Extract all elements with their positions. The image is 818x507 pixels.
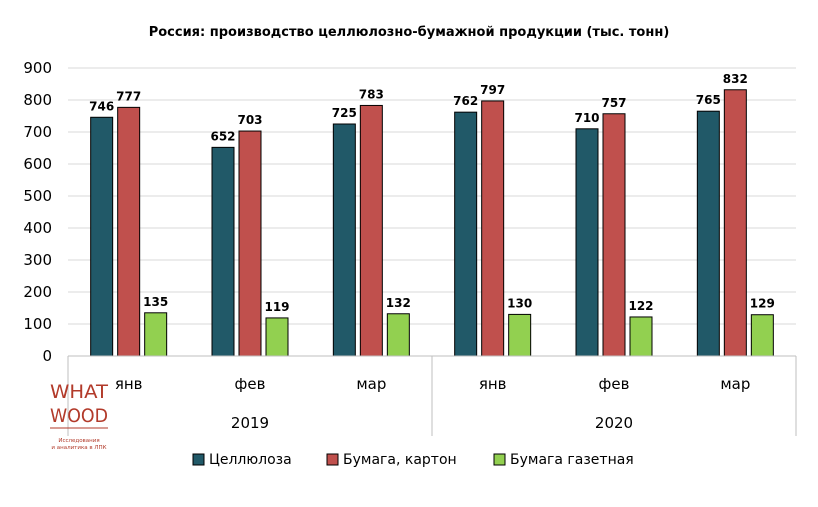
data-label: 757 (601, 96, 626, 110)
x-tick-label: мар (356, 375, 386, 393)
y-tick-label: 300 (23, 251, 52, 269)
data-label: 777 (116, 89, 141, 103)
y-tick-label: 700 (23, 123, 52, 141)
x-tick-label: фев (235, 375, 266, 393)
bar (602, 113, 626, 357)
legend-label: Бумага, картон (343, 452, 457, 468)
bar (750, 314, 774, 357)
legend-swatch (493, 453, 506, 466)
bar (211, 146, 235, 357)
data-label: 746 (89, 99, 114, 113)
x-group-label: 2020 (595, 414, 633, 432)
data-label: 710 (574, 111, 599, 125)
data-label: 130 (507, 296, 532, 310)
bars (90, 89, 774, 357)
data-labels: 746 652 725 762 710 765 777 703 783 797 757 832 135 1… (89, 72, 775, 314)
x-axis: янв фев мар янв фев мар 2019 2020 (67, 355, 797, 436)
data-label: 129 (750, 297, 775, 311)
data-label: 765 (696, 93, 721, 107)
data-label: 135 (143, 295, 168, 309)
data-label: 783 (359, 87, 384, 101)
bar (144, 312, 168, 357)
data-label: 797 (480, 83, 505, 97)
legend-swatch (192, 453, 205, 466)
x-group-label: 2019 (231, 414, 269, 432)
logo-caption-1: Исследования (58, 438, 99, 444)
data-label: 122 (628, 299, 653, 313)
legend-label: Целлюлоза (209, 452, 292, 468)
y-tick-label: 900 (23, 59, 52, 77)
data-label: 119 (264, 300, 289, 314)
logo-caption-2: и аналитика в ЛПК (51, 445, 106, 451)
y-tick-label: 200 (23, 283, 52, 301)
data-label: 725 (332, 106, 357, 120)
data-label: 703 (237, 113, 262, 127)
logo-line-2: WOOD (50, 405, 108, 427)
chart-title: Россия: производство целлюлозно-бумажной… (149, 25, 670, 40)
bar (265, 317, 289, 357)
bar (386, 313, 410, 357)
y-axis: 0 100 200 300 400 500 600 700 800 900 (23, 59, 52, 365)
x-tick-label: янв (479, 375, 507, 393)
y-tick-label: 100 (23, 315, 52, 333)
x-tick-label: мар (720, 375, 750, 393)
y-tick-label: 0 (42, 347, 52, 365)
bar (454, 111, 478, 357)
bar (238, 130, 262, 357)
data-label: 832 (723, 72, 748, 86)
y-tick-label: 600 (23, 155, 52, 173)
bar (696, 110, 720, 357)
y-tick-label: 400 (23, 219, 52, 237)
bar (481, 100, 505, 357)
bar (90, 116, 114, 357)
bar (508, 313, 532, 357)
legend: Целлюлоза Бумага, картон Бумага газетная (192, 452, 634, 468)
bar (723, 89, 747, 357)
bar (332, 123, 356, 357)
data-label: 132 (386, 296, 411, 310)
bar (359, 104, 383, 357)
x-tick-label: янв (115, 375, 143, 393)
legend-label: Бумага газетная (510, 452, 634, 468)
x-tick-label: фев (599, 375, 630, 393)
whatwood-logo: WHAT WOOD Исследования и аналитика в ЛПК (50, 381, 108, 451)
y-tick-label: 800 (23, 91, 52, 109)
bar (117, 106, 141, 357)
bar (575, 128, 599, 357)
bar (629, 316, 653, 357)
data-label: 762 (453, 94, 478, 108)
y-tick-label: 500 (23, 187, 52, 205)
gridlines (68, 67, 796, 357)
data-label: 652 (210, 129, 235, 143)
logo-line-1: WHAT (50, 381, 108, 403)
legend-swatch (326, 453, 339, 466)
